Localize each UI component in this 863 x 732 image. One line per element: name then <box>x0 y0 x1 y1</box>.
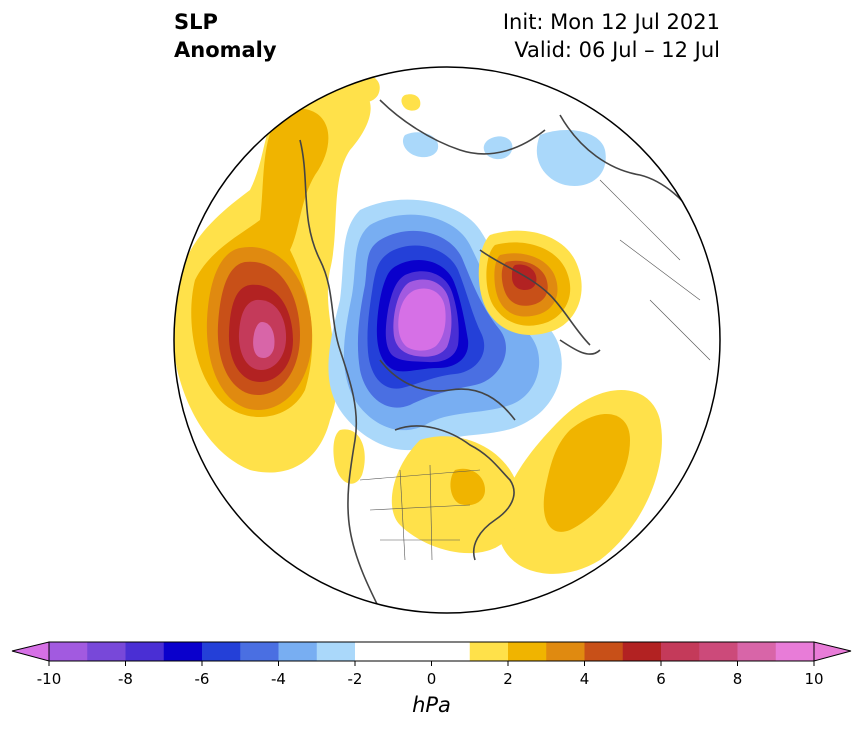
colorbar-swatch <box>393 642 471 661</box>
colorbar-tick-label: -8 <box>118 670 133 688</box>
map-boundary <box>173 66 721 614</box>
colorbar-extend-low <box>11 641 50 662</box>
colorbar-tick-label: -2 <box>348 670 363 688</box>
colorbar-swatch <box>737 642 777 661</box>
colorbar-tick-label: 4 <box>580 670 590 688</box>
colorbar-tick-label: 2 <box>503 670 513 688</box>
colorbar-swatch <box>163 642 203 661</box>
chukchi-positive-patch <box>401 94 421 111</box>
colorbar-tick-label: 6 <box>656 670 666 688</box>
colorbar: -10 -8 -6 -4 -2 0 2 4 6 8 10 <box>11 641 852 688</box>
colorbar-swatch <box>125 642 165 661</box>
kara-sea-negative-patch <box>402 132 439 158</box>
colorbar-tick-label: 10 <box>804 670 823 688</box>
colorbar-tick-label: 8 <box>733 670 743 688</box>
title-quantity: Anomaly <box>174 38 277 62</box>
colorbar-swatch <box>202 642 241 661</box>
colorbar-swatch <box>355 642 394 661</box>
plot-title-right: Init: Mon 12 Jul 2021 Valid: 06 Jul – 12… <box>503 8 720 64</box>
colorbar-frame <box>48 641 815 662</box>
init-date: Init: Mon 12 Jul 2021 <box>502 10 720 34</box>
colorbar-swatch <box>661 642 700 661</box>
colorbar-swatch <box>622 642 662 661</box>
colorbar-extend-high <box>813 641 852 662</box>
colorbar-swatch <box>508 642 547 661</box>
title-variable: SLP <box>174 10 218 34</box>
colorbar-swatch <box>699 642 738 661</box>
political-borders <box>359 179 711 561</box>
colorbar-tick-label: -4 <box>271 670 286 688</box>
north-atlantic-high <box>499 390 662 574</box>
siberia-negative-patch <box>536 130 606 186</box>
colorbar-swatch <box>316 642 356 661</box>
colorbar-swatch <box>546 642 585 661</box>
arctic-low <box>328 199 562 451</box>
colorbar-unit-label: hPa <box>412 693 451 717</box>
colorbar-tick-label: -6 <box>195 670 210 688</box>
colorbar-tick-label: -10 <box>37 670 62 688</box>
plot-title-left: SLP Anomaly <box>174 8 277 64</box>
eastern-north-america-high <box>391 436 521 554</box>
colorbar-swatch <box>775 642 815 661</box>
colorbar-swatch <box>49 642 88 661</box>
colorbar-swatch <box>469 642 509 661</box>
polar-map <box>173 66 721 614</box>
western-na-positive-patch <box>333 429 365 484</box>
north-pacific-high <box>174 84 371 473</box>
colorbar-swatch <box>278 642 318 661</box>
valid-range: Valid: 06 Jul – 12 Jul <box>514 38 720 62</box>
colorbar-swatch <box>87 642 126 661</box>
colorbar-swatch <box>584 642 624 661</box>
colorbar-swatch <box>240 642 279 661</box>
colorbar-tick-label: 0 <box>427 670 437 688</box>
scandinavia-europe-high <box>478 230 582 335</box>
